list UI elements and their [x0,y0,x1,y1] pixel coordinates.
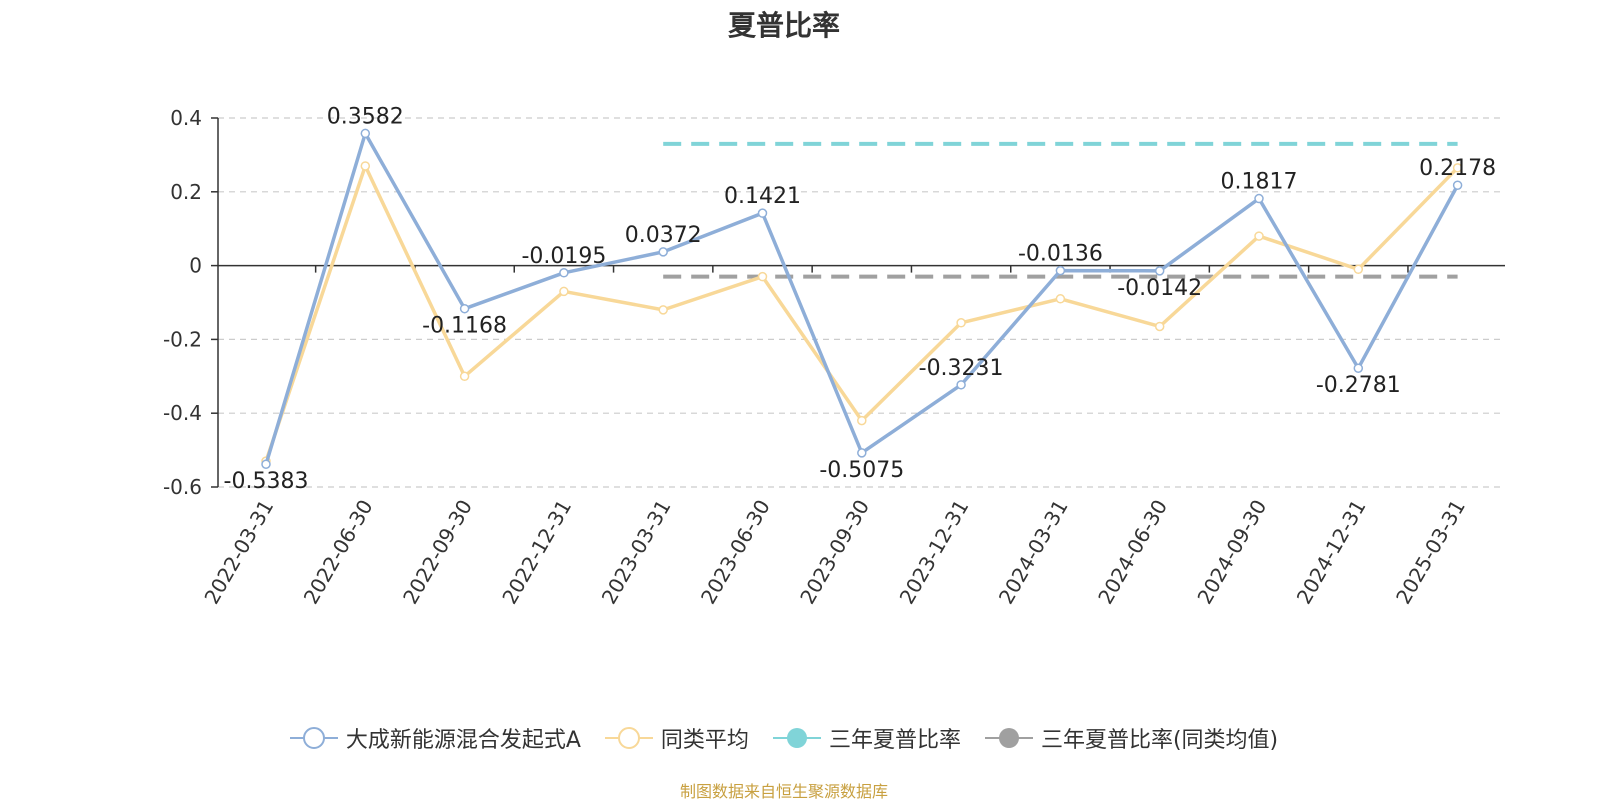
legend-item-fund[interactable]: 大成新能源混合发起式A [289,722,581,754]
data-label: -0.3231 [919,356,1004,381]
x-tick-label: 2022-06-30 [299,496,378,609]
data-point [459,303,470,314]
data-point [1254,193,1264,204]
data-point [956,380,966,390]
data-label: -0.0136 [1018,242,1103,267]
x-tick-label: 2024-09-30 [1192,496,1271,609]
data-point [559,286,569,297]
chart-legend: 大成新能源混合发起式A 同类平均 三年夏普比率 三年夏普比率(同类均值) [0,722,1568,754]
x-tick-label: 2024-03-31 [994,496,1073,609]
data-point [757,271,768,282]
x-tick-label: 2023-12-31 [895,496,974,609]
data-label: -0.1168 [422,314,507,339]
source-note: 制图数据来自恒生聚源数据库 [679,782,888,801]
data-point [857,415,867,426]
data-point [360,161,371,171]
legend-label-three-year-sharpe: 三年夏普比率 [828,728,961,753]
data-label: 0.1817 [1221,170,1298,195]
data-point [857,448,867,458]
data-point [658,305,668,315]
x-tick-label: 2022-09-30 [398,495,477,608]
legend-line-dot-icon [772,728,821,748]
y-tick-label: -0.4 [163,401,202,425]
y-tick-label: -0.2 [163,327,202,351]
data-point [1055,265,1066,276]
legend-line-circle-icon [604,727,653,749]
x-tick-label: 2022-12-31 [497,496,576,609]
x-tick-label: 2023-06-30 [696,496,775,609]
data-label: 0.1421 [724,184,801,209]
data-label: -0.5383 [224,469,309,494]
data-label: -0.2781 [1316,373,1401,398]
x-tick-label: 2024-06-30 [1093,496,1172,609]
x-tick-label: 2023-03-31 [597,496,676,609]
data-point [757,208,768,218]
data-point [1353,264,1364,275]
data-point [1154,266,1165,276]
y-tick-label: -0.6 [163,475,202,499]
data-label: -0.0142 [1117,276,1202,301]
data-point [1055,294,1066,304]
data-point [559,268,569,278]
y-tick-label: 0.4 [170,106,202,130]
data-point [459,371,470,382]
legend-label-fund: 大成新能源混合发起式A [345,728,581,753]
legend-label-three-year-sharpe-peer: 三年夏普比率(同类均值) [1040,728,1279,753]
data-label: 0.2178 [1419,156,1496,181]
data-label: -0.5075 [819,458,904,483]
data-point [1353,363,1364,373]
y-tick-label: 0 [189,254,202,278]
y-tick-label: 0.2 [170,180,202,204]
legend-line-dot-icon [984,728,1033,748]
legend-line-circle-icon [289,727,338,749]
x-tick-label: 2023-09-30 [795,496,874,609]
data-label: 0.0372 [625,223,702,248]
data-point [956,318,966,328]
data-point [658,247,668,257]
chart-title: 夏普比率 [727,9,840,42]
data-point [1254,231,1264,241]
legend-item-three-year-sharpe-peer[interactable]: 三年夏普比率(同类均值) [984,722,1279,754]
data-point [1452,180,1463,190]
x-tick-label: 2024-12-31 [1292,496,1371,609]
data-point [261,459,271,469]
legend-label-peer-average: 同类平均 [660,728,749,753]
data-point [1452,163,1463,173]
data-point [1154,321,1165,332]
legend-item-peer-average[interactable]: 同类平均 [604,722,749,754]
data-point [360,128,371,139]
data-label: -0.0195 [521,244,606,269]
data-label: 0.3582 [327,104,404,129]
legend-item-three-year-sharpe[interactable]: 三年夏普比率 [772,722,961,754]
x-tick-label: 2025-03-31 [1391,496,1470,609]
x-tick-label: 2022-03-31 [199,496,278,609]
